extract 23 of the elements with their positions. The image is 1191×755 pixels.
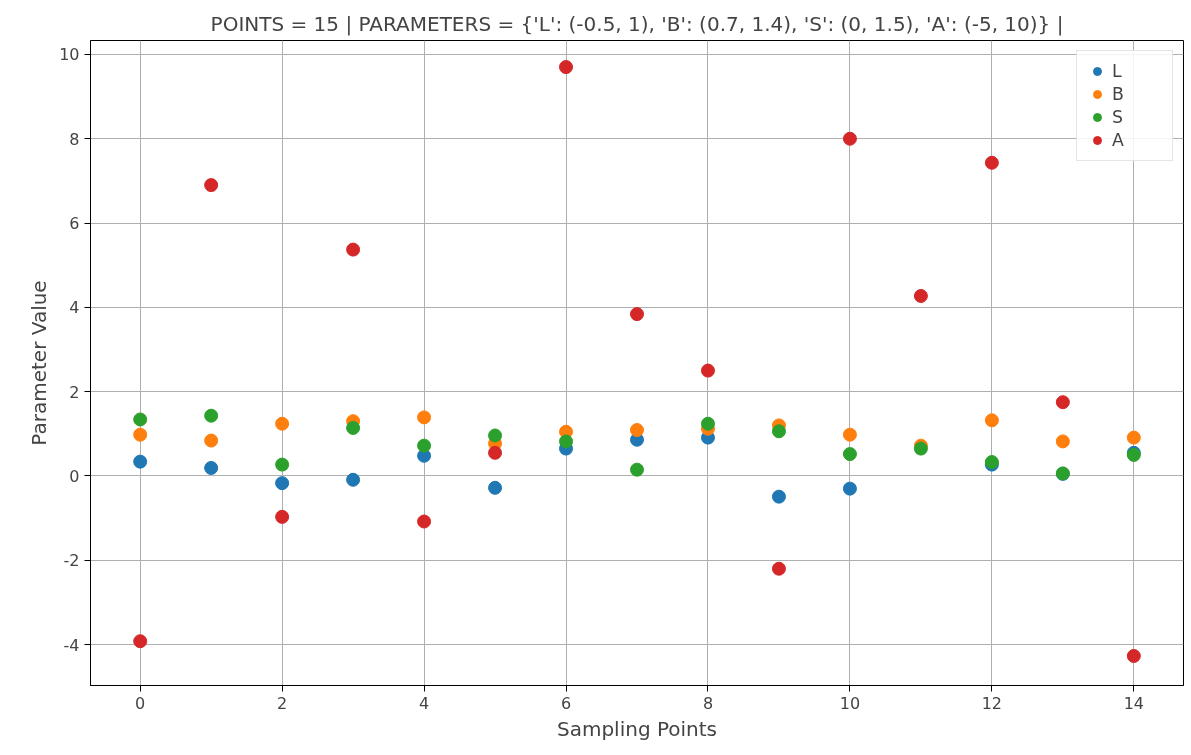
x-tick-label: 0 xyxy=(135,693,146,713)
legend-label: S xyxy=(1112,107,1124,127)
x-tick-label: 6 xyxy=(560,693,572,713)
y-tick-label: 8 xyxy=(69,129,80,149)
legend-label: A xyxy=(1112,130,1125,150)
y-tick-label: -2 xyxy=(63,551,80,571)
y-tick-label: 10 xyxy=(59,45,80,65)
x-tick-label: 2 xyxy=(277,693,288,713)
y-tick-label: 0 xyxy=(69,466,80,486)
y-tick-label: 2 xyxy=(69,382,80,402)
x-tick-label: 10 xyxy=(839,693,861,713)
x-tick-label: 4 xyxy=(418,693,430,713)
legend-label: L xyxy=(1112,61,1123,81)
x-tick-label: 8 xyxy=(702,693,714,713)
chart-title: POINTS = 15 | PARAMETERS = {'L': (-0.5, 1), 'B': (0.7, 1.4), 'S': (0, 1.5), 'A': (-5, 10)} | xyxy=(210,11,1064,36)
legend-label: B xyxy=(1112,84,1125,104)
y-tick-label: 6 xyxy=(69,214,80,234)
y-tick-label: -4 xyxy=(63,635,80,655)
x-tick-label: 14 xyxy=(1123,693,1144,713)
y-tick-label: 4 xyxy=(69,298,80,318)
x-tick-label: 12 xyxy=(981,693,1003,713)
x-axis-title: Sampling Points xyxy=(556,716,718,741)
y-axis-title: Parameter Value xyxy=(27,280,52,446)
